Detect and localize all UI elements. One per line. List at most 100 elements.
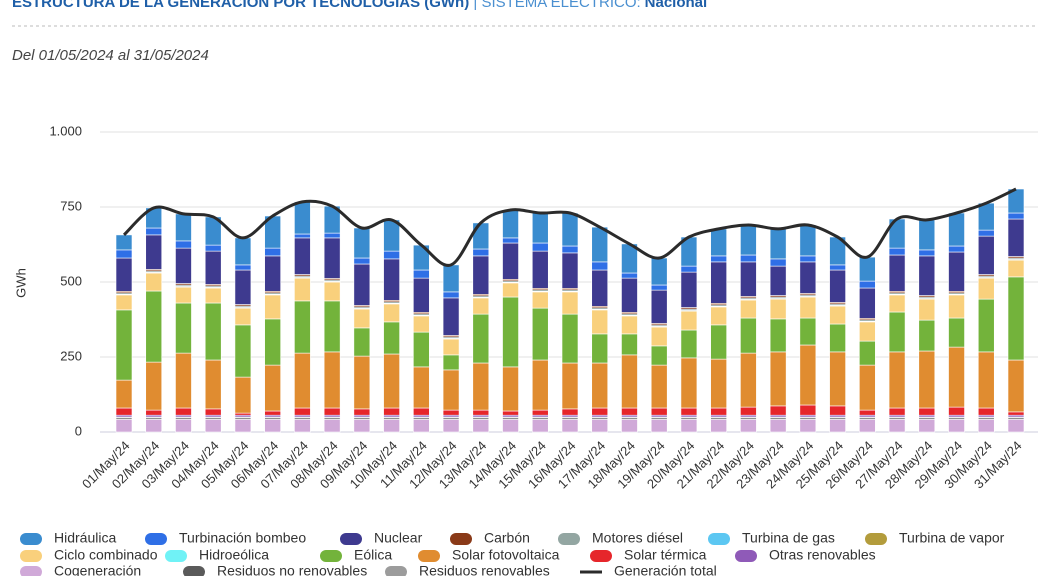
bar-segment (204, 302, 222, 361)
legend-label: Residuos renovables (419, 563, 550, 576)
bar-segment (175, 213, 192, 242)
bar-segment (799, 317, 817, 346)
legend-marker (20, 566, 42, 578)
bar-segment (1007, 276, 1025, 361)
bar-segment (472, 222, 490, 250)
bar-segment (472, 409, 490, 416)
bar-segment (859, 321, 876, 342)
legend-marker (580, 570, 602, 574)
bar-segment (115, 407, 133, 416)
bar-segment (175, 352, 192, 409)
legend-marker (558, 533, 580, 545)
bar-segment (531, 242, 549, 252)
bar-segment (115, 309, 133, 381)
bar-segment (502, 242, 519, 280)
bar-segment (531, 307, 549, 361)
bar-segment (353, 355, 371, 410)
y-tick-label: 250 (60, 348, 82, 363)
bar-segment (829, 405, 846, 416)
legend-label: Solar térmica (624, 547, 707, 563)
bar-segment (918, 249, 936, 257)
bar-segment (531, 291, 549, 309)
bar-segment (799, 404, 817, 416)
bar-segment (531, 419, 549, 433)
bar-segment (115, 419, 133, 433)
bar-segment (175, 302, 192, 354)
bar-segment (145, 419, 163, 433)
bar-segment (264, 294, 281, 320)
bar-segment (769, 298, 787, 320)
total-line (122, 187, 1017, 267)
bar-segment (680, 271, 698, 308)
bar-segment (1007, 359, 1025, 413)
legend-marker (865, 533, 887, 545)
bar-segment (383, 321, 400, 355)
bar-segment (561, 419, 579, 433)
bar-segment (472, 419, 490, 433)
bar-segment (442, 338, 460, 356)
bar-segment (353, 257, 371, 265)
bar-segment (413, 269, 430, 279)
bar-segment (977, 351, 995, 409)
bar-segment (769, 265, 787, 296)
bar-segment (294, 237, 311, 275)
bar-segment (264, 318, 281, 366)
bar-segment (502, 237, 519, 244)
bar-segment (204, 287, 222, 304)
legend-marker (735, 550, 757, 562)
bar-segment (680, 329, 698, 359)
bar-segment (323, 351, 341, 409)
bar-segment (204, 408, 222, 416)
bar-segment (383, 303, 400, 323)
bar-segment (591, 333, 609, 364)
legend-marker (450, 533, 472, 545)
bar-segment (323, 419, 341, 433)
bar-segment (591, 309, 609, 335)
bar-segment (1007, 212, 1025, 220)
bar-segment (769, 318, 787, 353)
bar-segment (294, 407, 311, 416)
legend-label: Otras renovables (769, 547, 876, 563)
bar-segment (710, 407, 727, 416)
bar-segment (769, 419, 787, 433)
bar-segment (472, 297, 490, 315)
title-separator: | (469, 0, 481, 11)
bar-segment (829, 419, 846, 433)
bar-segment (710, 358, 727, 409)
bar-segment (710, 228, 727, 257)
bar-segment (1007, 259, 1025, 278)
bar-segment (918, 350, 936, 409)
legend-marker (165, 550, 187, 562)
bar-segment (740, 419, 757, 433)
bar-segment (145, 227, 163, 236)
bar-segment (799, 344, 817, 406)
bar-segment (829, 351, 846, 407)
bar-segment (472, 255, 490, 295)
title-system: SISTEMA ELÉCTRICO: (481, 0, 640, 11)
bar-segment (175, 419, 192, 433)
bar-segment (234, 419, 252, 433)
bar-segment (650, 419, 668, 433)
bar-segment (621, 277, 638, 313)
bar-segment (799, 419, 817, 433)
legend-label: Turbina de vapor (899, 530, 1005, 546)
bar-segment (264, 247, 281, 257)
bar-segment (353, 327, 371, 357)
bar-segment (442, 369, 460, 411)
bar-segment (710, 324, 727, 360)
bar-segment (859, 287, 876, 319)
bar-segment (859, 419, 876, 433)
bar-segment (859, 280, 876, 289)
title-region: Nacional (645, 0, 708, 11)
bar-segment (234, 264, 252, 271)
bar-segment (264, 419, 281, 433)
bar-segment (918, 255, 936, 296)
bar-segment (621, 333, 638, 356)
bar-segment (323, 281, 341, 302)
legend-label: Residuos no renovables (217, 563, 367, 576)
bar-segment (977, 229, 995, 237)
legend-marker (320, 550, 342, 562)
bar-segment (680, 357, 698, 409)
bar-segment (502, 209, 519, 239)
bar-segment (710, 419, 727, 433)
